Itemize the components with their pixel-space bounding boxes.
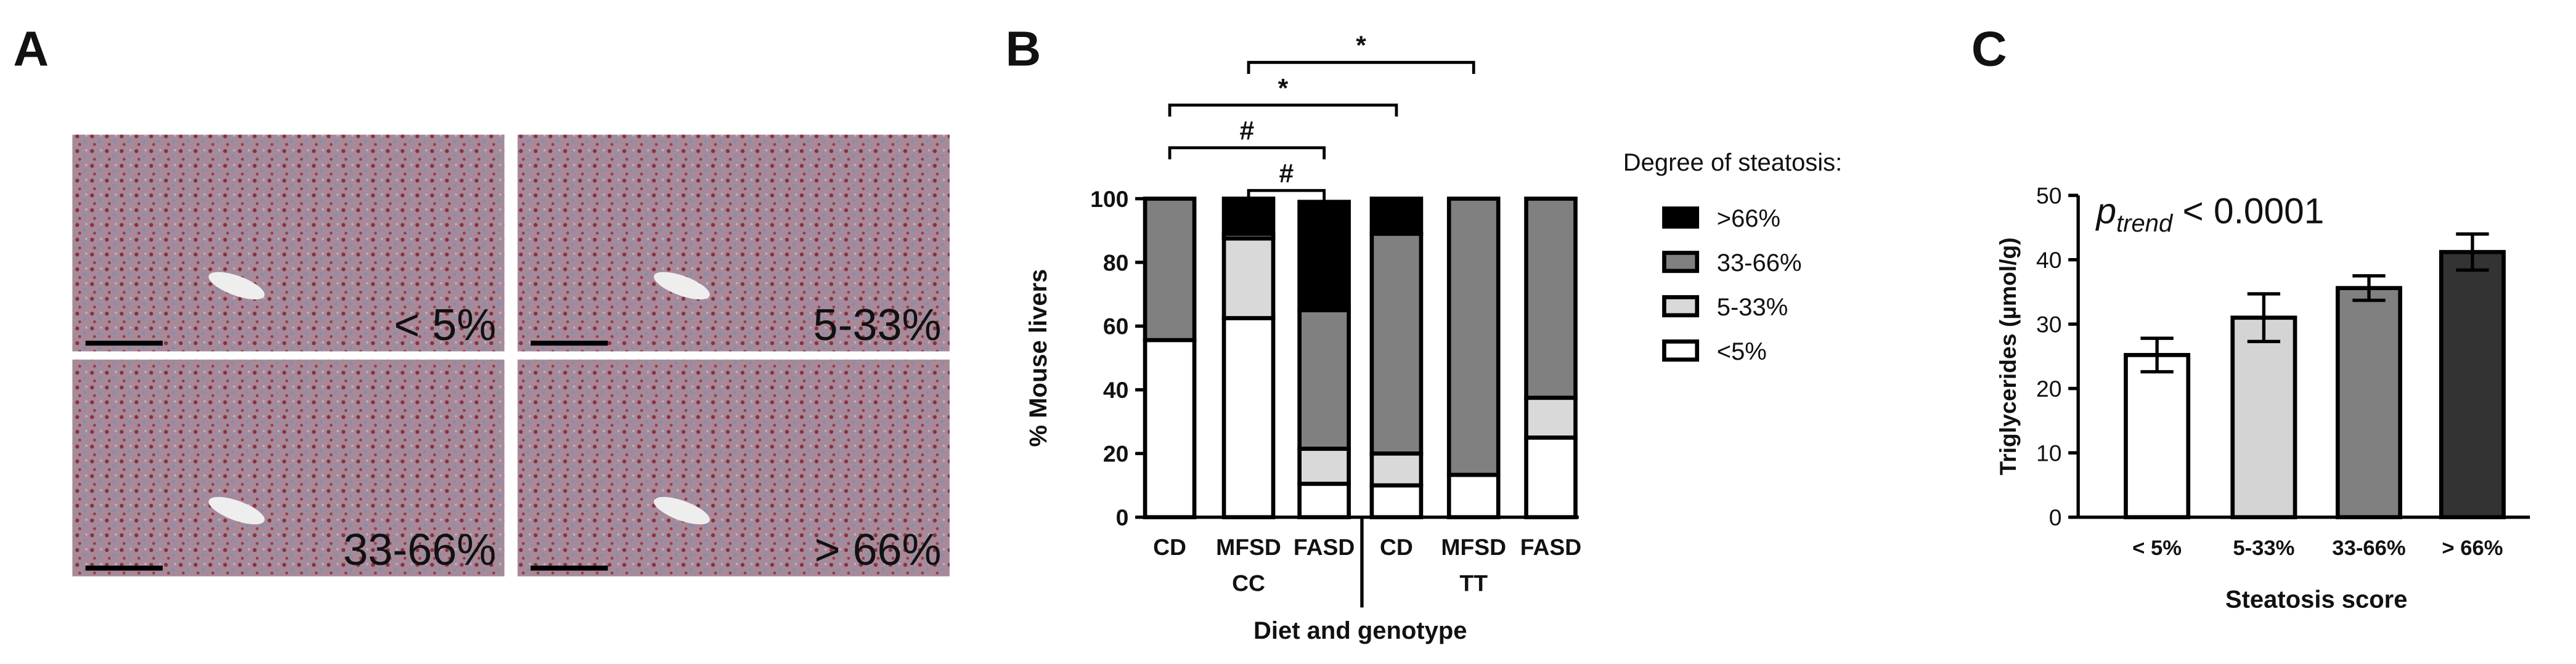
significance-label: #	[1239, 116, 1254, 146]
bar-segment	[1221, 316, 1276, 520]
histology-image	[517, 359, 950, 577]
legend-label: <5%	[1717, 338, 1767, 365]
significance-label: #	[1279, 159, 1294, 188]
annotation-part: trend	[2116, 210, 2174, 237]
panel-label: C	[1971, 22, 2007, 76]
y-tick-label: 80	[1103, 249, 1129, 275]
image-label: > 66%	[814, 525, 941, 575]
y-tick-label: 20	[2036, 376, 2062, 402]
bar-segment	[1221, 236, 1276, 320]
vessel	[653, 272, 710, 300]
y-tick-label: 10	[2036, 440, 2062, 466]
bar-segment	[1369, 483, 1424, 520]
y-tick-label: 0	[2049, 504, 2062, 530]
x-axis-label: Diet and genotype	[1253, 617, 1467, 644]
vessel	[208, 272, 265, 300]
histology-image	[517, 134, 950, 352]
y-tick-label: 50	[2036, 183, 2062, 209]
bar-segment	[1221, 196, 1276, 236]
group-label: TT	[1459, 570, 1488, 596]
annotation-part: p	[2095, 192, 2117, 232]
y-axis-label: % Mouse livers	[1025, 269, 1052, 447]
x-tick-label: MFSD	[1216, 534, 1281, 560]
panel-label: B	[1006, 22, 1041, 76]
x-tick-label: FASD	[1294, 534, 1355, 560]
vessel	[208, 496, 265, 525]
error-bar	[2247, 292, 2281, 344]
legend-swatch	[1662, 339, 1700, 362]
group-label: CC	[1232, 570, 1265, 596]
panel-label: A	[13, 22, 49, 76]
bar-segment	[1143, 196, 1197, 342]
legend-title: Degree of steatosis:	[1623, 149, 1842, 176]
y-tick-label: 40	[1103, 377, 1129, 403]
error-bar	[2456, 232, 2489, 272]
histology-image	[72, 359, 505, 577]
y-axis-label: Triglycerides (µmol/g)	[1995, 237, 2021, 475]
image-label: 33-66%	[343, 525, 496, 575]
legend-swatch	[1662, 206, 1700, 229]
image-label: < 5%	[394, 301, 496, 350]
y-tick-label: 100	[1090, 186, 1128, 212]
bar-segment	[1524, 395, 1578, 440]
legend-swatch	[1662, 295, 1700, 318]
x-tick-label: CD	[1153, 534, 1186, 560]
x-tick-label: < 5%	[2132, 536, 2182, 560]
error-bar	[2140, 336, 2174, 374]
legend-label: 33-66%	[1717, 249, 1802, 277]
y-tick-label: 60	[1103, 314, 1129, 339]
bar-segment	[1369, 232, 1424, 456]
significance-bracket	[1168, 103, 1398, 117]
x-tick-label: MFSD	[1441, 534, 1506, 560]
vessel	[653, 496, 710, 525]
significance-label: *	[1356, 31, 1366, 60]
bar-segment	[1297, 447, 1351, 486]
bar	[2124, 353, 2191, 520]
x-tick-label: CD	[1380, 534, 1413, 560]
bar-segment	[1297, 200, 1351, 312]
y-tick-label: 0	[1116, 504, 1129, 530]
bar-segment	[1369, 196, 1424, 236]
x-tick-label: 33-66%	[2332, 536, 2405, 560]
significance-bracket	[1247, 60, 1475, 74]
annotation: ptrend < 0.0001	[2095, 192, 2325, 237]
bar	[2439, 249, 2506, 520]
x-tick-label: 5-33%	[2233, 536, 2294, 560]
significance-label: *	[1278, 73, 1289, 103]
bar-segment	[1446, 196, 1501, 477]
significance-bracket	[1247, 188, 1326, 202]
bar-segment	[1524, 196, 1578, 400]
bar-segment	[1297, 482, 1351, 520]
y-tick-label: 40	[2036, 247, 2062, 273]
annotation-part: < 0.0001	[2172, 192, 2324, 232]
histology-image	[72, 134, 505, 352]
bar-segment	[1297, 308, 1351, 451]
legend-swatch	[1662, 251, 1700, 273]
x-tick-label: FASD	[1520, 534, 1581, 560]
y-tick-label: 20	[1103, 441, 1129, 467]
legend-label: >66%	[1717, 205, 1780, 232]
bar	[2336, 286, 2402, 520]
image-label: 5-33%	[813, 301, 941, 350]
bar-segment	[1446, 472, 1501, 520]
bar	[2230, 315, 2297, 520]
bar-segment	[1369, 451, 1424, 488]
significance-bracket	[1168, 146, 1326, 160]
bar-segment	[1143, 338, 1197, 520]
x-tick-label: > 66%	[2442, 536, 2503, 560]
y-tick-label: 30	[2036, 312, 2062, 338]
x-axis-label: Steatosis score	[2225, 586, 2407, 613]
legend-label: 5-33%	[1717, 294, 1788, 321]
bar-segment	[1524, 435, 1578, 520]
error-bar	[2352, 274, 2386, 302]
